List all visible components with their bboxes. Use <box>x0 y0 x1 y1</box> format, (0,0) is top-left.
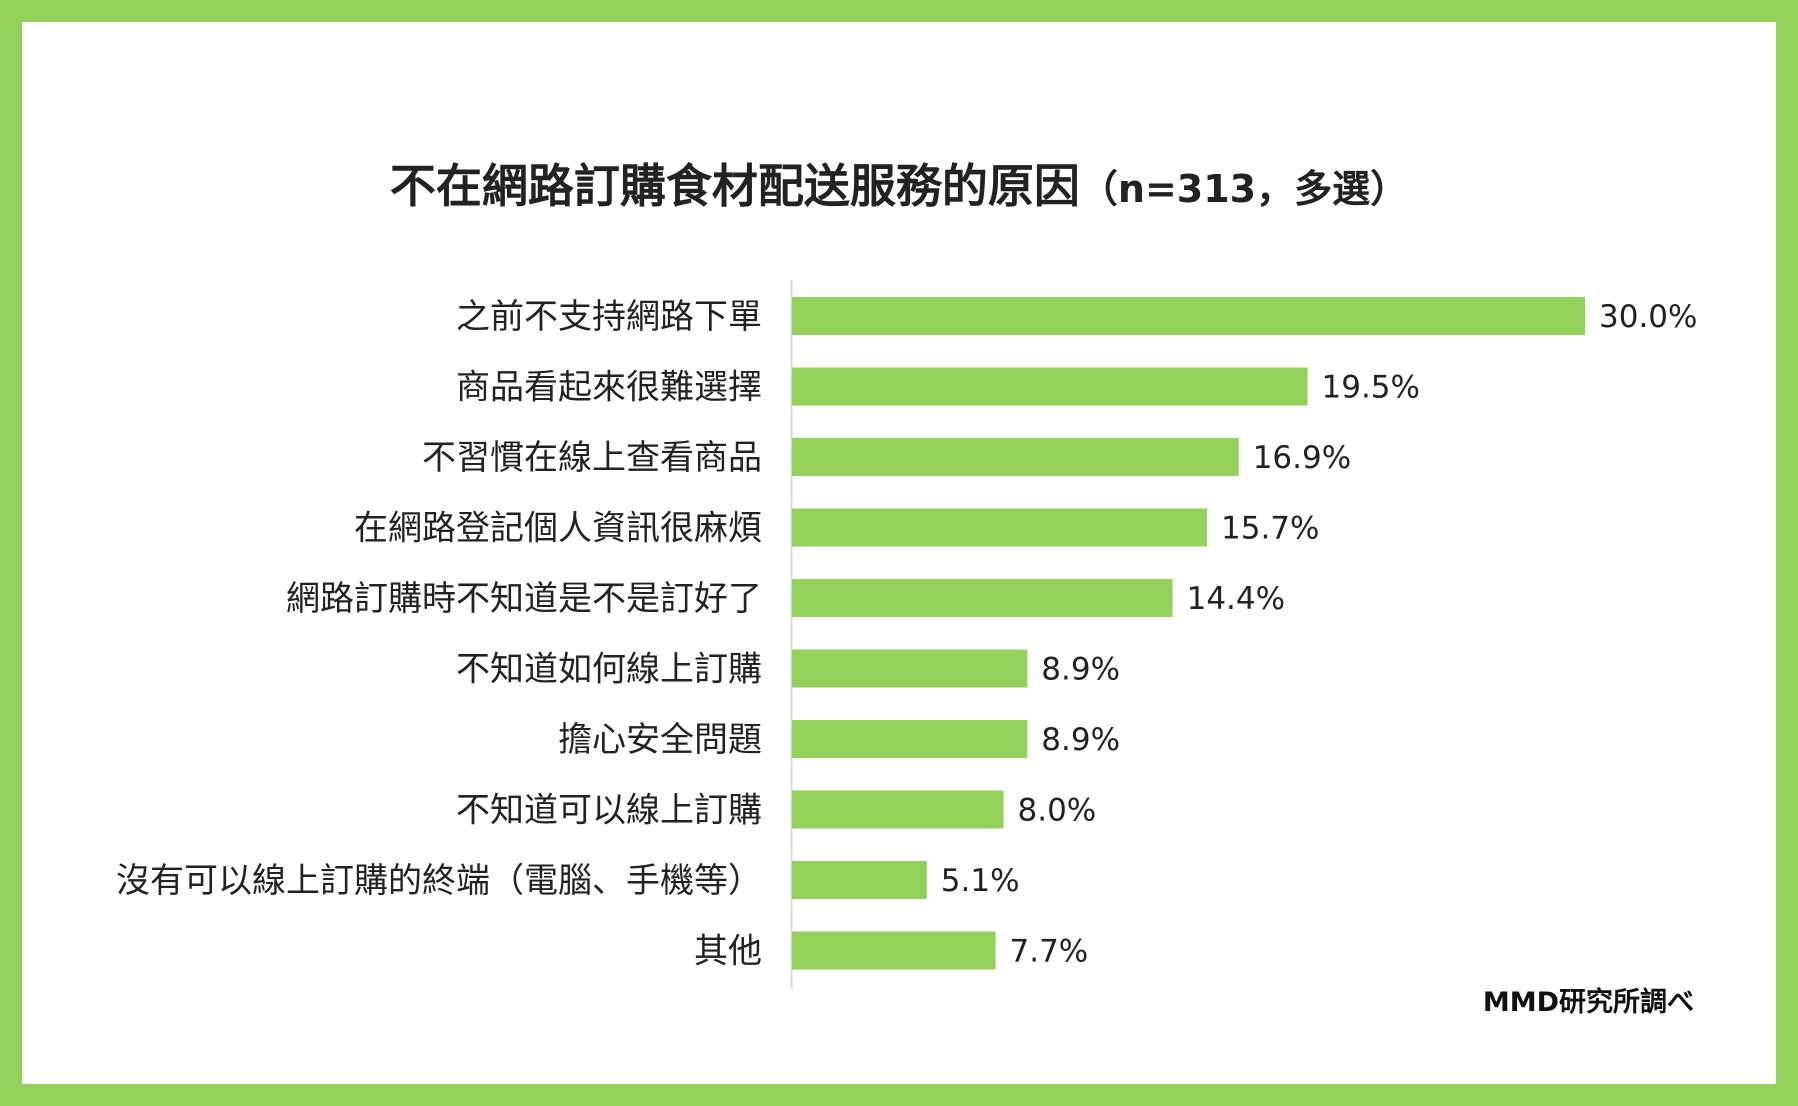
bar <box>792 861 927 899</box>
data-label: 8.9% <box>1041 652 1120 688</box>
bar <box>792 508 1207 547</box>
data-label: 30.0% <box>1599 299 1697 335</box>
data-label: 19.5% <box>1322 370 1420 406</box>
bar <box>792 367 1308 406</box>
bar <box>792 931 996 970</box>
category-label: 不知道如何線上訂購 <box>456 650 762 690</box>
category-label: 不知道可以線上訂購 <box>456 791 762 831</box>
chart-title: 不在網路訂購食材配送服務的原因（n=313，多選） <box>22 150 1776 216</box>
data-label: 14.4% <box>1187 581 1285 617</box>
source-note: MMD研究所調べ <box>1482 987 1694 1018</box>
category-label: 網路訂購時不知道是不是訂好了 <box>286 579 762 619</box>
category-label: 在網路登記個人資訊很麻煩 <box>354 509 762 549</box>
data-label: 8.0% <box>1018 793 1097 829</box>
category-label: 擔心安全問題 <box>558 720 762 760</box>
data-label: 16.9% <box>1253 440 1351 476</box>
category-label: 其他 <box>694 932 762 972</box>
chart-title-main: 不在網路訂購食材配送服務的原因 <box>389 159 1080 213</box>
category-label: 之前不支持網路下單 <box>456 297 762 337</box>
data-label: 7.7% <box>1010 934 1089 970</box>
data-label: 15.7% <box>1221 511 1319 547</box>
chart-frame: 不在網路訂購食材配送服務的原因（n=313，多選） 之前不支持網路下單 30.0%… <box>22 22 1776 1084</box>
bar <box>792 790 1004 829</box>
bar <box>792 720 1028 758</box>
bar <box>792 438 1239 476</box>
bar <box>792 579 1173 617</box>
bar-chart: 之前不支持網路下單 30.0% 商品看起來很難選擇 19.5% 不習慣在線上查看商品 16… <box>116 280 1697 988</box>
bar <box>792 297 1585 335</box>
category-label: 沒有可以線上訂購的終端（電腦、手機等） <box>116 861 762 901</box>
category-label: 商品看起來很難選擇 <box>456 368 762 408</box>
category-label: 不習慣在線上查看商品 <box>422 438 762 478</box>
data-label: 8.9% <box>1041 722 1120 758</box>
data-label: 5.1% <box>941 863 1020 899</box>
chart-subtitle: （n=313，多選） <box>1079 167 1409 211</box>
bar <box>792 649 1028 688</box>
